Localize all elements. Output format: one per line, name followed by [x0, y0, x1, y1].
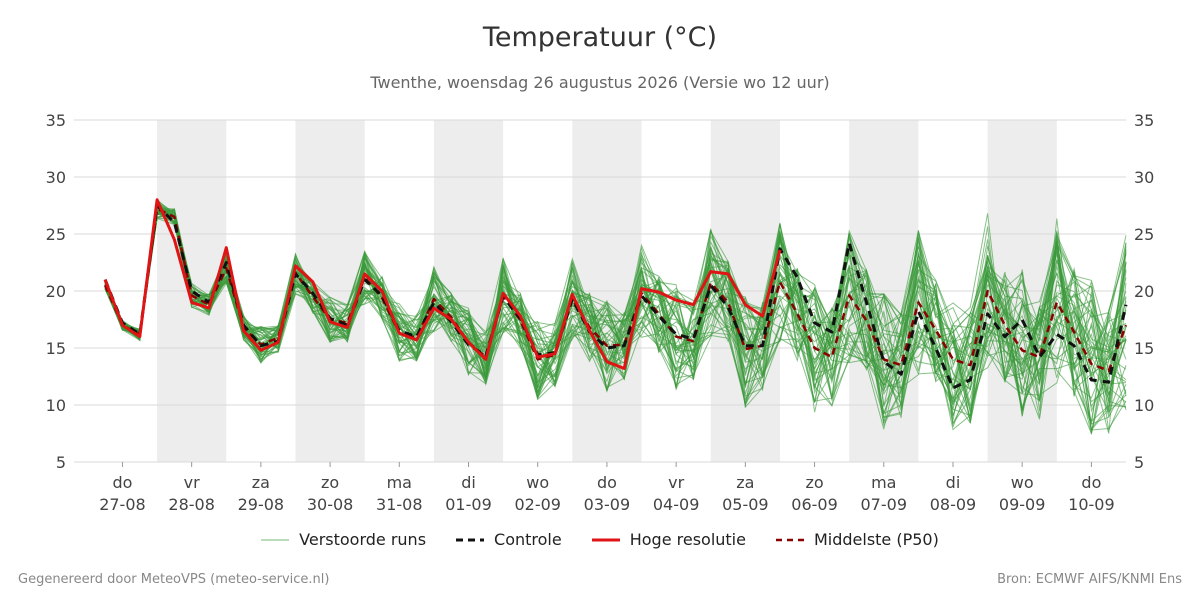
- x-tick-date: 10-09: [1068, 495, 1115, 514]
- axis-labels: 5 5 10 10 15 15 20 20 25 25 30 30 35 35 do 27-08 vr 28-08…: [46, 111, 1155, 514]
- legend-item-perturbed[interactable]: Verstoorde runs: [261, 530, 426, 549]
- x-tick-dow: ma: [871, 473, 896, 492]
- hires-line: [103, 198, 782, 370]
- control-line: [103, 204, 1128, 390]
- legend-item-median[interactable]: Middelste (P50): [775, 530, 939, 549]
- x-tick-dow: ma: [387, 473, 412, 492]
- legend-swatch-control: [456, 538, 485, 541]
- x-tick-dow: do: [1081, 473, 1101, 492]
- y-tick-label-left: 35: [46, 111, 66, 130]
- x-tick-dow: zo: [321, 473, 339, 492]
- y-tick-label-right: 35: [1134, 111, 1154, 130]
- x-tick-date: 09-09: [999, 495, 1046, 514]
- x-tick-dow: wo: [526, 473, 549, 492]
- y-tick-label-left: 25: [46, 225, 66, 244]
- x-tick-date: 06-09: [791, 495, 838, 514]
- y-tick-label-left: 15: [46, 339, 66, 358]
- footer-source: Bron: ECMWF AIFS/KNMI Ens: [997, 572, 1182, 587]
- x-tick-date: 07-09: [861, 495, 908, 514]
- x-tick-dow: wo: [1011, 473, 1034, 492]
- x-tick-dow: di: [461, 473, 476, 492]
- x-tick-dow: za: [252, 473, 270, 492]
- x-tick-date: 03-09: [584, 495, 631, 514]
- y-tick-label-right: 30: [1134, 168, 1154, 187]
- legend-item-hires[interactable]: Hoge resolutie: [591, 530, 746, 549]
- y-tick-label-right: 20: [1134, 282, 1154, 301]
- x-tick-date: 27-08: [99, 495, 146, 514]
- perturbed-run-line: [104, 209, 1127, 415]
- y-tick-label-right: 10: [1134, 396, 1154, 415]
- legend-swatch-perturbed: [261, 539, 290, 540]
- perturbed-run-line: [104, 210, 1127, 426]
- y-tick-label-left: 30: [46, 168, 66, 187]
- legend-label-median: Middelste (P50): [813, 530, 939, 549]
- x-tick-dow: vr: [184, 473, 200, 492]
- x-tick-dow: di: [946, 473, 961, 492]
- x-tick-dow: zo: [805, 473, 823, 492]
- x-tick-dow: do: [112, 473, 132, 492]
- x-tick-date: 02-09: [514, 495, 561, 514]
- x-tick-dow: za: [736, 473, 754, 492]
- legend-label-perturbed: Verstoorde runs: [299, 530, 427, 549]
- x-tick-dow: do: [597, 473, 617, 492]
- x-tick-date: 28-08: [168, 495, 215, 514]
- legend: Verstoorde runs Controle Hoge resolutie …: [0, 530, 1200, 549]
- legend-item-control[interactable]: Controle: [456, 530, 562, 549]
- y-tick-label-right: 25: [1134, 225, 1154, 244]
- x-tick-date: 31-08: [376, 495, 423, 514]
- chart-title: Temperatuur (°C): [482, 22, 718, 53]
- perturbed-run-line: [104, 208, 1127, 434]
- legend-label-hires: Hoge resolutie: [629, 530, 746, 549]
- x-tick-date: 08-09: [930, 495, 977, 514]
- legend-swatch-median: [775, 538, 804, 541]
- perturbed-run-line: [104, 212, 1127, 431]
- x-tick-dow: vr: [668, 473, 684, 492]
- x-tick-date: 01-09: [445, 495, 492, 514]
- legend-label-control: Controle: [494, 530, 562, 549]
- legend-swatch-hires: [591, 538, 620, 541]
- x-tick-date: 05-09: [722, 495, 769, 514]
- grid-lines: [74, 119, 1126, 463]
- y-tick-label-left: 10: [46, 396, 66, 415]
- x-tick-date: 04-09: [653, 495, 700, 514]
- y-tick-label-right: 15: [1134, 339, 1154, 358]
- median-line: [103, 207, 1128, 373]
- main-series: [103, 198, 1128, 390]
- chart-subtitle: Twenthe, woensdag 26 augustus 2026 (Vers…: [370, 73, 830, 92]
- y-tick-label-left: 5: [56, 453, 66, 472]
- y-tick-label-right: 5: [1134, 453, 1144, 472]
- x-tick-date: 30-08: [307, 495, 354, 514]
- y-tick-label-left: 20: [46, 282, 66, 301]
- x-tick-date: 29-08: [238, 495, 285, 514]
- footer-generated-by[interactable]: Gegenereerd door MeteoVPS (meteo-service…: [18, 572, 330, 587]
